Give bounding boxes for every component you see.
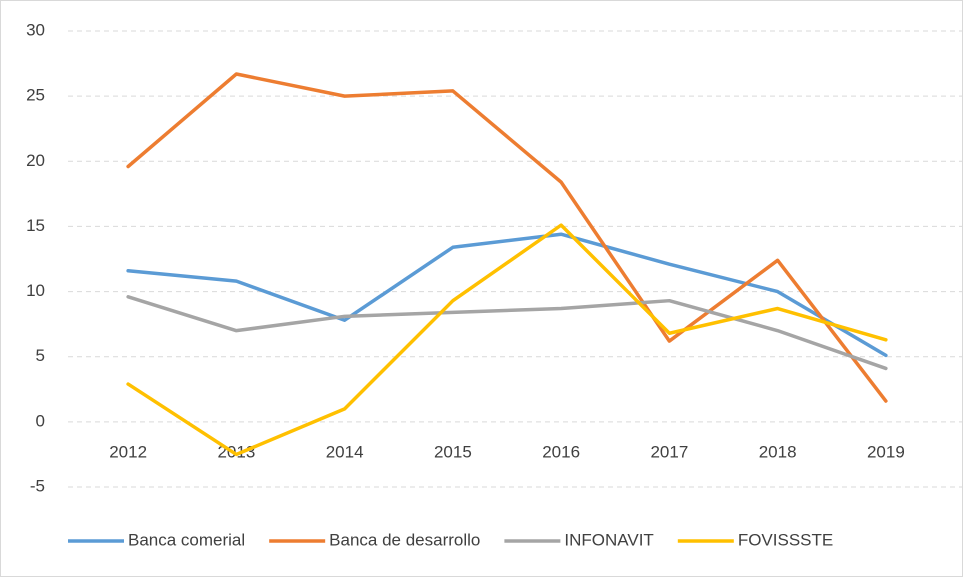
- y-tick-label: 30: [26, 20, 45, 39]
- x-tick-label: 2015: [434, 442, 472, 461]
- x-tick-label: 2018: [759, 442, 797, 461]
- series-line: [126, 295, 888, 371]
- y-tick-label: -5: [30, 476, 45, 495]
- series-line: [126, 232, 888, 358]
- y-tick-label: 15: [26, 216, 45, 235]
- x-tick-label: 2014: [326, 442, 364, 461]
- x-tick-label: 2016: [542, 442, 580, 461]
- y-tick-label: 0: [36, 411, 45, 430]
- y-tick-label: 20: [26, 151, 45, 170]
- legend-label: FOVISSSTE: [738, 530, 833, 549]
- legend-label: Banca de desarrollo: [329, 530, 480, 549]
- y-tick-label: 25: [26, 86, 45, 105]
- y-tick-label: 10: [26, 281, 45, 300]
- x-tick-label: 2017: [650, 442, 688, 461]
- legend-label: Banca comerial: [128, 530, 245, 549]
- x-tick-label: 2012: [109, 442, 147, 461]
- series-line: [126, 223, 888, 457]
- x-tick-label: 2019: [867, 442, 905, 461]
- y-tick-label: 5: [36, 346, 45, 365]
- series-line: [126, 72, 888, 403]
- legend-label: INFONAVIT: [564, 530, 653, 549]
